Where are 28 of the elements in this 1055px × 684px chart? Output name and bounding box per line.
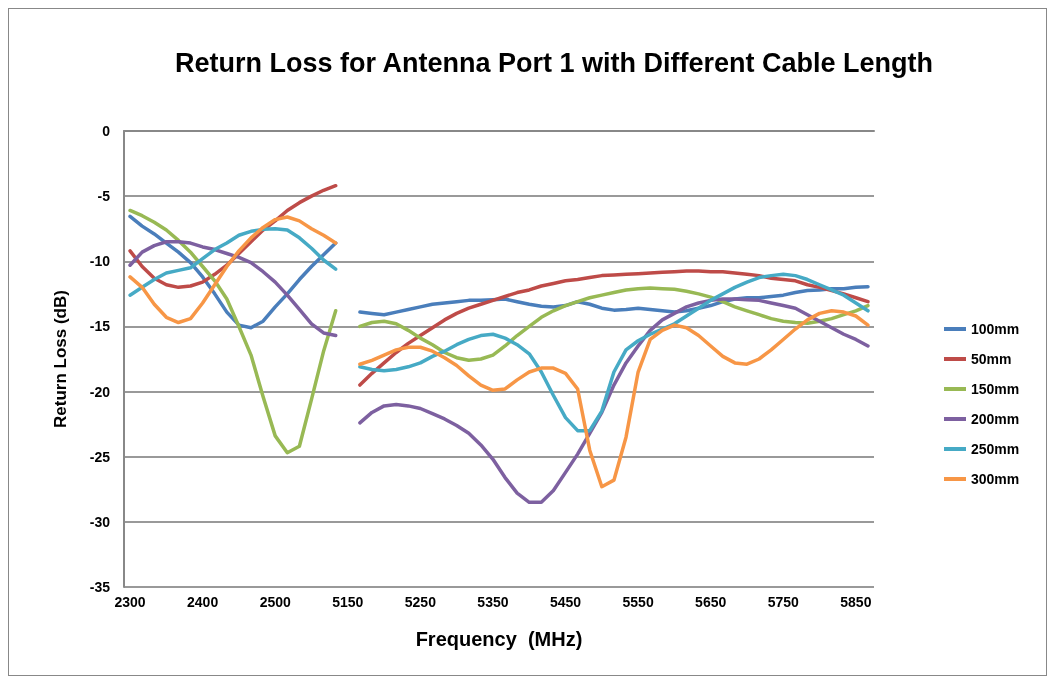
x-tick-label: 2400: [187, 594, 219, 610]
x-tick-label: 5350: [477, 594, 509, 610]
x-tick-label: 5150: [332, 594, 364, 610]
y-tick-label: -30: [89, 513, 111, 530]
x-tick-label: 5750: [767, 594, 800, 610]
legend-label: 50mm: [971, 351, 1012, 367]
y-axis-title: Return Loss (dB): [51, 290, 70, 428]
y-tick-label: -35: [89, 579, 111, 595]
legend-label: 250mm: [971, 441, 1020, 457]
chart-title: Return Loss for Antenna Port 1 with Different Cable Length: [174, 48, 934, 78]
x-tick-label: 5450: [549, 594, 582, 610]
y-tick-label: -10: [89, 253, 111, 270]
x-tick-label: 5550: [622, 594, 654, 610]
x-tick-label: 5250: [404, 594, 437, 610]
y-tick-label: 0: [102, 123, 111, 139]
y-tick-label: -25: [89, 448, 111, 465]
x-axis-title: Frequency (MHz): [415, 628, 583, 650]
y-tick-label: -15: [89, 318, 111, 335]
x-tick-label: 5650: [695, 594, 727, 610]
x-tick-label: 2500: [259, 594, 291, 610]
x-tick-label: 5850: [840, 594, 872, 610]
y-tick-label: -20: [89, 383, 111, 400]
legend-label: 100mm: [971, 321, 1020, 337]
legend-label: 200mm: [971, 411, 1020, 427]
legend-label: 300mm: [971, 471, 1020, 487]
legend-label: 150mm: [971, 381, 1020, 397]
y-tick-label: -5: [97, 188, 111, 205]
x-tick-label: 2300: [114, 594, 146, 610]
